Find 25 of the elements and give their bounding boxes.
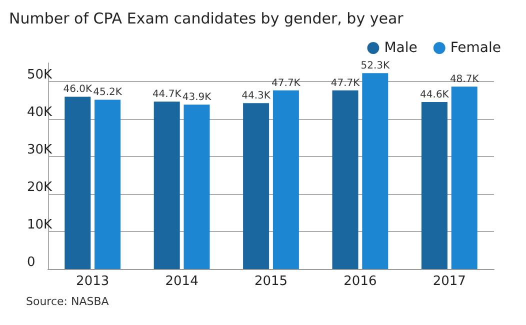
data-label: 45.2K [93, 87, 122, 98]
data-label: 48.7K [450, 74, 480, 86]
y-tick-label: 10K [27, 218, 53, 233]
x-tick-label: 2014 [165, 274, 198, 289]
data-label: 46.0K [63, 84, 92, 96]
data-label: 44.3K [242, 90, 271, 102]
source-note: Source: NASBA [26, 295, 110, 308]
y-tick-label: 0 [27, 255, 36, 270]
data-label: 43.9K [182, 92, 212, 104]
legend-label: Female [450, 40, 502, 56]
data-label: 47.7K [272, 78, 301, 89]
chart-title: Number of CPA Exam candidates by gender, by year [9, 10, 404, 28]
y-tick-label: 50K [27, 68, 53, 83]
y-tick-label: 40K [27, 105, 53, 120]
legend-label: Male [384, 40, 418, 56]
data-label: 52.3K [360, 60, 390, 72]
y-tick-label: 20K [27, 180, 53, 196]
data-label: 44.7K [152, 89, 182, 100]
data-label: 44.6K [420, 89, 450, 100]
x-tick-label: 2013 [76, 274, 110, 289]
y-tick-label: 30K [27, 142, 53, 158]
x-tick-label: 2016 [344, 274, 377, 289]
data-label: 47.7K [330, 78, 360, 89]
x-tick-label: 2017 [432, 274, 466, 289]
x-tick-label: 2015 [254, 274, 288, 289]
